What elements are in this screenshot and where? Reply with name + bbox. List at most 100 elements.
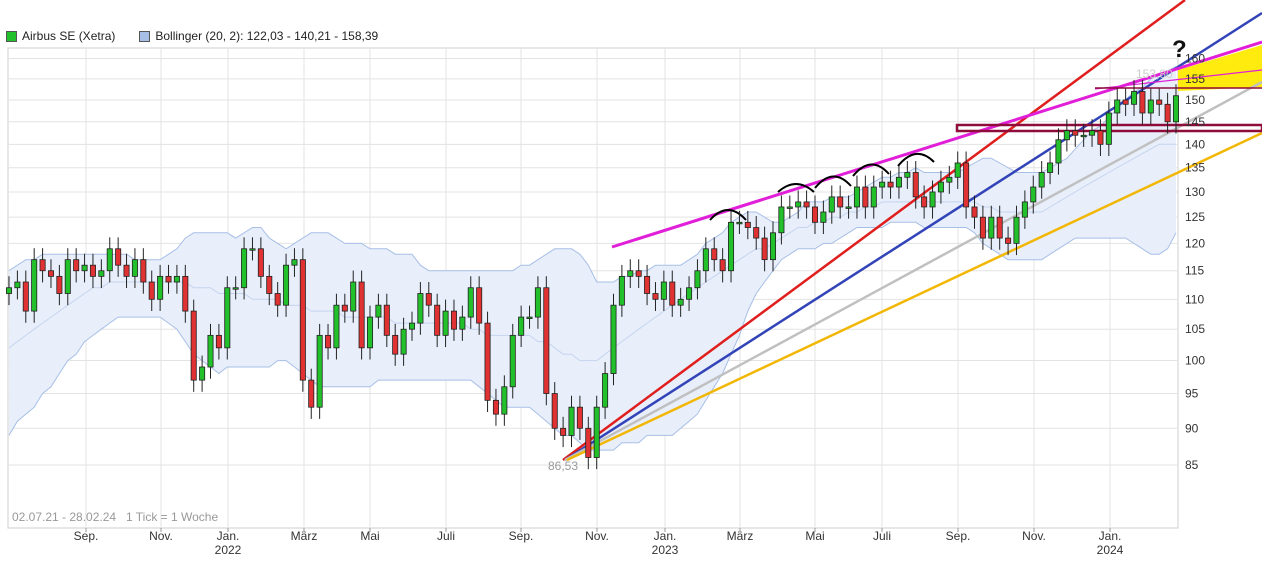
candle-body — [123, 264, 130, 277]
candle — [73, 248, 80, 283]
candle-body — [207, 334, 214, 368]
y-axis: 85 90 95 100 105 110 115 120 125 130 135 140 145 150 1… — [1185, 52, 1205, 472]
candle — [325, 323, 332, 360]
candle — [828, 185, 835, 224]
x-tick-label: Jan. — [654, 529, 677, 543]
legend-label-airbus: Airbus SE (Xetra) — [22, 29, 116, 43]
candle-body — [1122, 99, 1129, 105]
candle-body — [937, 181, 944, 193]
candle-body — [946, 176, 953, 183]
candle-body — [1080, 134, 1087, 138]
candle — [39, 248, 46, 283]
candle-body — [274, 293, 281, 306]
candle — [467, 276, 474, 329]
x-tick-label: Jan. — [1099, 529, 1122, 543]
trend-red — [562, 0, 1186, 462]
candle — [870, 175, 877, 219]
y-tick-label: 100 — [1185, 354, 1205, 368]
candle-body — [1131, 91, 1138, 105]
x-tick-label: Sep. — [946, 529, 971, 543]
candle — [1131, 80, 1138, 116]
candle-body — [669, 281, 676, 306]
candle-body — [333, 304, 340, 349]
candle-body — [996, 216, 1003, 239]
y-tick-label: 155 — [1185, 72, 1205, 86]
candle-body — [224, 287, 231, 349]
candle — [753, 216, 760, 250]
candle — [719, 248, 726, 283]
candle — [1021, 190, 1028, 229]
candle — [140, 248, 147, 294]
legend-item-airbus[interactable]: Airbus SE (Xetra) — [6, 29, 115, 43]
candle-body — [543, 287, 550, 394]
candle-body — [828, 196, 835, 213]
candle-body — [501, 386, 508, 415]
candle-body — [425, 293, 432, 306]
candle — [450, 299, 457, 341]
x-tick-label: März — [291, 529, 318, 543]
candle — [283, 253, 290, 317]
candle-body — [879, 181, 886, 188]
candle-body — [350, 281, 357, 312]
candle — [1156, 88, 1163, 116]
candle — [677, 287, 684, 317]
candle — [635, 259, 642, 289]
candle — [560, 416, 567, 448]
candle — [979, 205, 986, 250]
candle-body — [988, 216, 995, 239]
candle — [845, 195, 852, 219]
candle-body — [971, 206, 978, 218]
candle — [98, 259, 105, 289]
candle — [148, 270, 155, 311]
candle-body — [190, 310, 197, 381]
y-tick-label: 90 — [1185, 421, 1199, 435]
arc-1 — [709, 209, 747, 221]
question-mark: ? — [1172, 36, 1187, 63]
candle-body — [232, 287, 239, 290]
candle-body — [442, 310, 449, 336]
legend-swatch-bollinger — [139, 30, 151, 42]
candle-body — [1139, 91, 1146, 114]
candle-body — [585, 427, 592, 458]
candle-body — [677, 298, 684, 306]
candle — [157, 264, 164, 311]
candle-body — [476, 287, 483, 324]
candle — [627, 259, 634, 289]
legend: Airbus SE (Xetra) Bollinger (20, 2): 122… — [6, 28, 378, 44]
candle-body — [728, 221, 735, 272]
legend-item-bollinger[interactable]: Bollinger (20, 2): 122,03 - 140,21 - 158… — [139, 29, 378, 43]
candle — [400, 317, 407, 366]
candle-body — [492, 399, 499, 415]
y-tick-label: 120 — [1185, 236, 1205, 250]
candle-body — [308, 379, 315, 408]
candle-body — [106, 248, 113, 272]
range-label: 02.07.21 - 28.02.24 — [12, 510, 116, 524]
candle-body — [165, 275, 172, 283]
candle — [946, 165, 953, 194]
candle — [853, 175, 860, 219]
candle-body — [408, 322, 415, 330]
candle-body — [761, 237, 768, 261]
candle — [1038, 161, 1045, 199]
candle-body — [173, 275, 180, 283]
y-tick-label: 150 — [1185, 93, 1205, 107]
candle — [106, 237, 113, 283]
candle — [644, 264, 651, 306]
candle-body — [467, 287, 474, 318]
candle-body — [375, 304, 382, 318]
candle-body — [602, 373, 609, 408]
candle — [1164, 92, 1171, 134]
candle-body — [56, 275, 63, 294]
candle — [526, 305, 533, 329]
candle — [770, 221, 777, 272]
candle-body — [568, 406, 575, 436]
candle-body — [283, 264, 290, 306]
arc-4 — [852, 163, 890, 177]
candle-body — [1172, 95, 1180, 123]
candle — [929, 180, 936, 219]
trend-magenta-thin — [1094, 69, 1262, 90]
trend-lines — [562, 0, 1262, 462]
candle — [442, 299, 449, 348]
x-tick-year: 2022 — [215, 543, 242, 557]
